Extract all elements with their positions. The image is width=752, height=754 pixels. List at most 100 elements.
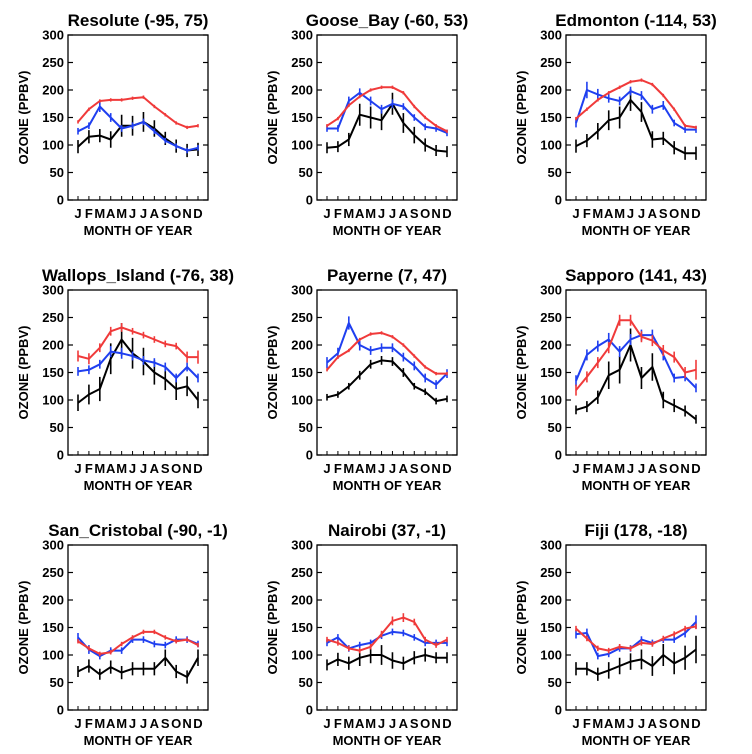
x-tick-label: J bbox=[572, 716, 579, 731]
x-tick-label: J bbox=[74, 206, 81, 221]
y-axis-label: OZONE (PPBV) bbox=[16, 581, 31, 675]
chart-title: Sapporo (141, 43) bbox=[565, 266, 707, 285]
x-tick-label: N bbox=[182, 716, 191, 731]
series-red bbox=[326, 331, 448, 376]
x-tick-label: N bbox=[431, 206, 440, 221]
y-tick-label: 100 bbox=[540, 393, 562, 408]
series-line-red bbox=[575, 319, 697, 391]
y-tick-label: 300 bbox=[42, 283, 64, 298]
y-tick-label: 200 bbox=[42, 338, 64, 353]
chart-title: Wallops_Island (-76, 38) bbox=[42, 266, 234, 285]
x-tick-label: D bbox=[442, 461, 451, 476]
x-tick-label: A bbox=[106, 206, 116, 221]
x-tick-label: S bbox=[659, 716, 668, 731]
x-tick-label: J bbox=[638, 461, 645, 476]
y-tick-label: 150 bbox=[540, 365, 562, 380]
y-tick-label: 250 bbox=[42, 310, 64, 325]
series-blue bbox=[77, 633, 199, 660]
x-tick-label: D bbox=[691, 206, 700, 221]
y-tick-label: 50 bbox=[50, 675, 64, 690]
y-tick-label: 300 bbox=[540, 538, 562, 553]
series-line-red bbox=[575, 79, 697, 129]
x-tick-label: M bbox=[116, 206, 127, 221]
series-line-red bbox=[326, 616, 448, 652]
y-axis-label: OZONE (PPBV) bbox=[265, 581, 280, 675]
series-line-red bbox=[77, 96, 199, 129]
x-tick-label: A bbox=[106, 716, 116, 731]
x-tick-label: N bbox=[431, 716, 440, 731]
x-tick-label: J bbox=[74, 716, 81, 731]
series-black bbox=[326, 92, 448, 158]
x-tick-label: O bbox=[420, 461, 430, 476]
y-tick-label: 300 bbox=[291, 283, 313, 298]
series-red bbox=[575, 314, 697, 396]
chart-title: San_Cristobal (-90, -1) bbox=[48, 521, 228, 540]
x-tick-label: D bbox=[193, 716, 202, 731]
y-tick-label: 50 bbox=[548, 165, 562, 180]
y-tick-label: 0 bbox=[555, 703, 562, 718]
x-tick-label: O bbox=[420, 206, 430, 221]
series-line-black bbox=[576, 648, 697, 676]
series-red bbox=[326, 85, 448, 133]
series-line-blue bbox=[77, 350, 199, 379]
y-tick-label: 50 bbox=[50, 420, 64, 435]
x-tick-label: A bbox=[150, 461, 160, 476]
x-tick-label: N bbox=[431, 461, 440, 476]
y-axis-label: OZONE (PPBV) bbox=[265, 71, 280, 165]
x-tick-label: J bbox=[378, 461, 385, 476]
series-black bbox=[77, 649, 199, 684]
chart-title: Fiji (178, -18) bbox=[585, 521, 688, 540]
y-tick-label: 50 bbox=[548, 675, 562, 690]
x-tick-label: F bbox=[583, 461, 591, 476]
x-tick-label: D bbox=[442, 716, 451, 731]
x-tick-label: M bbox=[94, 206, 105, 221]
y-tick-label: 150 bbox=[291, 110, 313, 125]
series-red bbox=[575, 78, 697, 130]
x-tick-label: S bbox=[161, 206, 170, 221]
x-tick-label: J bbox=[389, 206, 396, 221]
series-blue bbox=[326, 316, 448, 389]
plot-frame bbox=[67, 34, 209, 201]
series-line-black bbox=[77, 656, 199, 678]
x-tick-label: J bbox=[572, 206, 579, 221]
series-line-blue bbox=[575, 621, 697, 658]
x-tick-label: S bbox=[659, 461, 668, 476]
x-tick-label: J bbox=[627, 716, 634, 731]
series-line-black bbox=[326, 359, 448, 403]
x-tick-label: F bbox=[583, 206, 591, 221]
plot-frame bbox=[67, 544, 209, 711]
x-tick-label: M bbox=[614, 716, 625, 731]
y-tick-label: 100 bbox=[540, 138, 562, 153]
y-tick-label: 150 bbox=[540, 620, 562, 635]
series-line-red bbox=[326, 331, 447, 375]
series-red bbox=[77, 323, 199, 365]
x-tick-label: O bbox=[171, 206, 181, 221]
x-tick-label: F bbox=[85, 206, 93, 221]
x-tick-label: J bbox=[140, 206, 147, 221]
x-tick-label: J bbox=[140, 461, 147, 476]
y-tick-label: 100 bbox=[42, 393, 64, 408]
y-tick-label: 150 bbox=[291, 365, 313, 380]
y-axis-label: OZONE (PPBV) bbox=[16, 326, 31, 420]
x-tick-label: M bbox=[365, 206, 376, 221]
x-tick-label: M bbox=[343, 461, 354, 476]
y-tick-label: 0 bbox=[306, 703, 313, 718]
series-red bbox=[77, 629, 199, 657]
series-line-blue bbox=[575, 89, 696, 131]
x-tick-label: M bbox=[614, 461, 625, 476]
series-red bbox=[77, 95, 199, 130]
series-line-blue bbox=[327, 91, 448, 134]
y-tick-label: 300 bbox=[540, 28, 562, 43]
x-tick-label: D bbox=[691, 716, 700, 731]
x-tick-label: J bbox=[378, 716, 385, 731]
x-tick-label: M bbox=[365, 461, 376, 476]
series-black bbox=[575, 635, 697, 681]
x-axis-label: MONTH OF YEAR bbox=[84, 478, 193, 493]
x-axis-label: MONTH OF YEAR bbox=[333, 733, 442, 748]
series-line-red bbox=[77, 326, 198, 360]
x-tick-label: D bbox=[193, 206, 202, 221]
y-tick-label: 100 bbox=[540, 648, 562, 663]
x-tick-label: S bbox=[410, 716, 419, 731]
